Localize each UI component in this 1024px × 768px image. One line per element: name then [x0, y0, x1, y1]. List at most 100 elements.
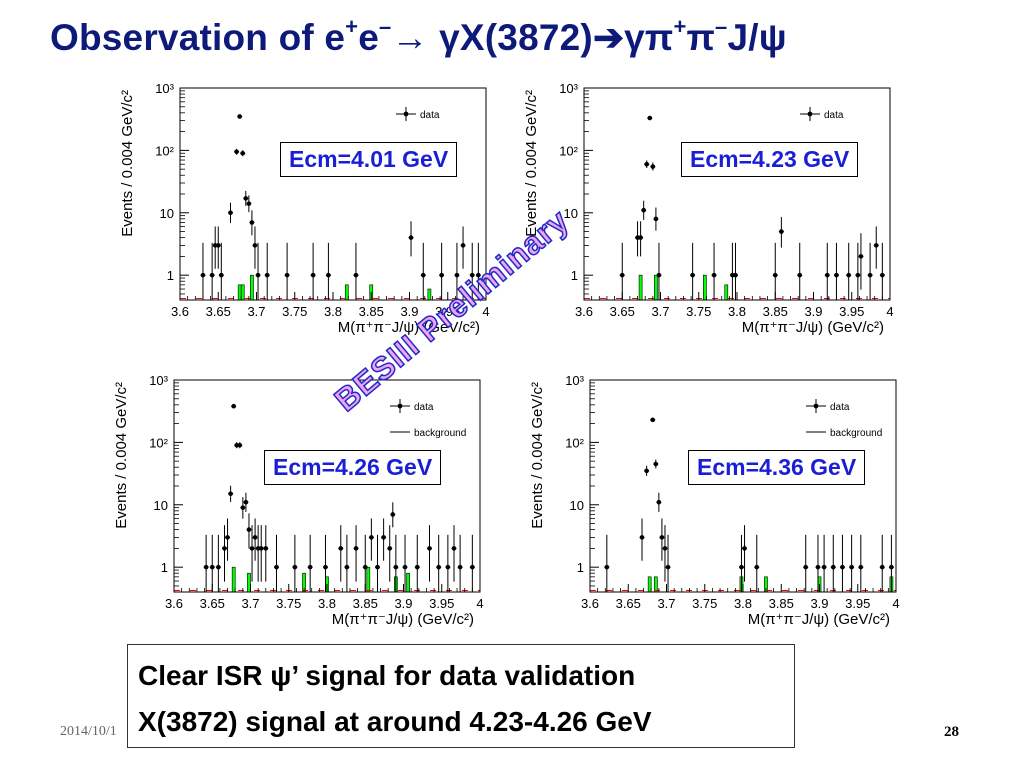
data-point — [228, 485, 234, 502]
data-point — [264, 242, 270, 300]
y-tick-label: 10² — [149, 435, 168, 450]
x-tick-label: 3.6 — [581, 596, 599, 611]
data-point — [381, 518, 387, 561]
y-axis-label: Events / 0.004 GeV/c² — [113, 382, 130, 529]
x-axis-label: M(π⁺π⁻J/ψ) (GeV/c²) — [332, 611, 474, 628]
x-tick-label: 3.65 — [610, 304, 635, 319]
data-point — [310, 242, 316, 300]
data-point — [833, 242, 839, 300]
y-tick-label: 10² — [565, 435, 584, 450]
data-point — [362, 534, 368, 592]
data-point — [258, 525, 264, 582]
data-point — [322, 534, 328, 592]
summary-box: Clear ISR ψ’ signal for data validation … — [127, 644, 795, 748]
x-tick-label: 3.8 — [734, 596, 752, 611]
data-point — [255, 525, 261, 582]
x-tick-label: 3.7 — [247, 304, 265, 319]
y-tick-label: 10³ — [565, 373, 584, 388]
data-point — [659, 518, 665, 561]
chart-svg: 3.6 3.65 3.7 3.75 3.8 3.85 3.9 3.95 4 1 10 10² 10³ M(… — [113, 373, 484, 628]
data-point — [815, 534, 821, 592]
data-point — [284, 242, 290, 300]
data-point — [325, 242, 331, 300]
x-tick-label: 3.9 — [804, 304, 822, 319]
y-tick-label: 10 — [154, 498, 168, 513]
x-tick-label: 3.95 — [435, 304, 460, 319]
data-point — [353, 525, 359, 582]
x-tick-label: 4 — [476, 596, 483, 611]
x-axis-label: M(π⁺π⁻J/ψ) (GeV/c²) — [748, 611, 890, 628]
data-point — [879, 242, 885, 300]
data-point — [393, 534, 399, 592]
data-point — [234, 148, 240, 155]
legend-data-label: data — [414, 402, 434, 413]
ecm-label-4-01: Ecm=4.01 GeV — [280, 142, 458, 177]
y-axis-label: Events / 0.004 GeV/c² — [529, 382, 546, 529]
y-tick-label: 1 — [161, 560, 168, 575]
data-point — [641, 200, 647, 220]
chart-svg: 3.6 3.65 3.7 3.75 3.8 3.85 3.9 3.95 4 1 10 10² 10³ M(… — [523, 81, 894, 336]
data-point — [650, 162, 656, 171]
data-point — [772, 242, 778, 300]
x-tick-label: 3.75 — [282, 304, 307, 319]
data-point — [243, 190, 249, 206]
x-tick-label: 3.9 — [810, 596, 828, 611]
x-tick-label: 3.65 — [200, 596, 225, 611]
background-bar — [406, 572, 410, 593]
data-point — [855, 242, 861, 300]
data-point — [292, 534, 298, 592]
data-point — [754, 534, 760, 592]
background-bar — [231, 566, 236, 593]
data-point — [729, 242, 735, 300]
plot-ecm-4-36: 3.6 3.65 3.7 3.75 3.8 3.85 3.9 3.95 4 1 10 10² 10³ M(… — [528, 370, 908, 630]
data-point — [638, 221, 644, 257]
data-point — [215, 534, 221, 592]
legend-data-marker — [403, 111, 409, 117]
data-point — [469, 242, 475, 300]
data-point — [619, 242, 625, 300]
background-bar — [703, 274, 707, 301]
summary-line-1: Clear ISR ψ’ signal for data validation — [138, 660, 636, 691]
chart-svg: 3.6 3.65 3.7 3.75 3.8 3.85 3.9 3.95 4 1 10 10² 10³ M(… — [119, 81, 490, 336]
data-point — [454, 242, 460, 300]
data-point — [797, 242, 803, 300]
data-point — [353, 242, 359, 300]
legend-data-marker — [397, 403, 403, 409]
y-tick-label: 10² — [155, 143, 174, 158]
data-point — [873, 226, 879, 269]
data-point — [469, 534, 475, 592]
data-point — [778, 217, 784, 248]
data-point — [203, 534, 209, 592]
x-tick-label: 3.75 — [686, 304, 711, 319]
data-point — [390, 502, 396, 528]
x-tick-label: 3.7 — [651, 304, 669, 319]
x-tick-label: 3.75 — [692, 596, 717, 611]
data-point — [653, 207, 659, 231]
x-tick-label: 4 — [892, 596, 899, 611]
ecm-label-4-36: Ecm=4.36 GeV — [688, 450, 866, 485]
data-point — [839, 534, 845, 592]
data-point — [338, 525, 344, 582]
x-tick-label: 3.85 — [763, 304, 788, 319]
data-point — [451, 525, 457, 582]
background-bar — [654, 274, 658, 301]
data-point — [475, 242, 481, 300]
plot-frame — [589, 379, 897, 593]
data-point — [237, 114, 243, 119]
plot-frame — [583, 87, 891, 301]
y-axis-label: Events / 0.004 GeV/c² — [119, 90, 136, 237]
data-point — [246, 513, 252, 549]
data-point — [274, 534, 280, 592]
background-bar — [724, 284, 729, 301]
data-point — [653, 459, 659, 469]
data-point — [650, 417, 656, 423]
data-point — [263, 525, 269, 582]
data-point — [218, 242, 224, 300]
data-point — [867, 242, 873, 300]
y-tick-label: 10³ — [149, 373, 168, 388]
data-point — [604, 534, 610, 592]
x-tick-label: 3.95 — [839, 304, 864, 319]
data-point — [803, 534, 809, 592]
data-point — [457, 534, 463, 592]
data-point — [738, 534, 744, 592]
